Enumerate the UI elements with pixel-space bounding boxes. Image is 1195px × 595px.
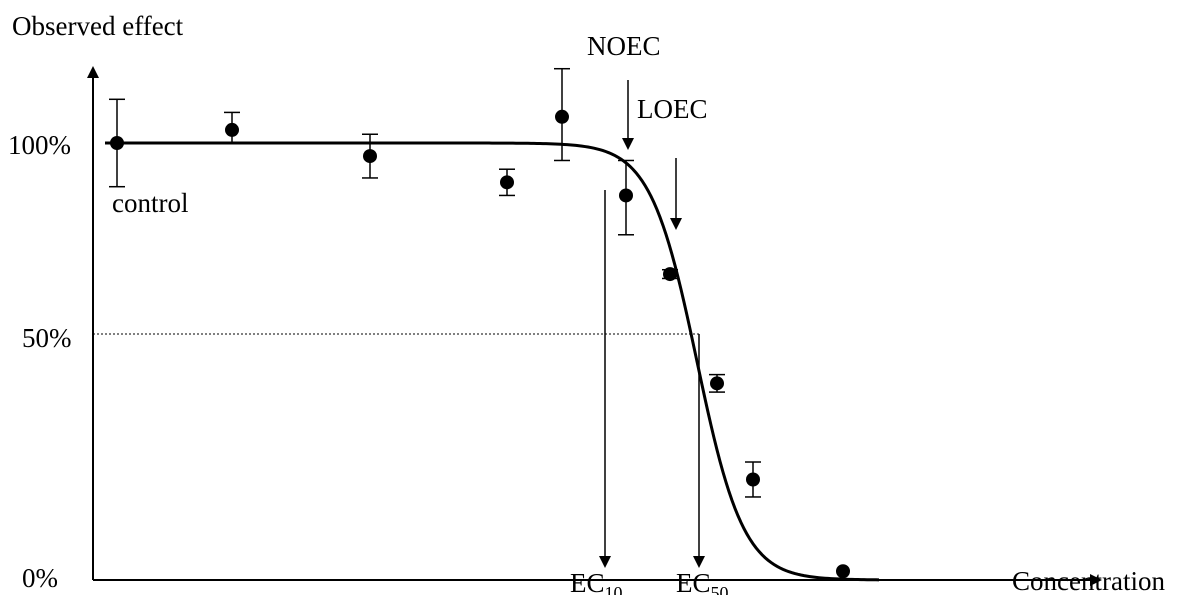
data-point-group xyxy=(709,373,725,393)
data-point xyxy=(836,564,850,579)
data-point-group xyxy=(109,98,125,188)
data-point xyxy=(746,472,760,487)
y-tick-label-0: 0% xyxy=(22,563,58,593)
ec50-label: EC50 xyxy=(676,568,729,595)
fitted-dose-response-curve xyxy=(105,141,880,582)
data-point-group xyxy=(662,267,678,282)
data-point xyxy=(363,149,377,164)
data-point xyxy=(500,175,514,190)
ec10-label: EC10 xyxy=(570,568,623,595)
data-point-group xyxy=(224,111,240,144)
data-point-group xyxy=(745,461,761,498)
x-axis-label: Concentration xyxy=(1012,566,1165,595)
data-point xyxy=(110,136,124,150)
data-point xyxy=(555,109,569,124)
data-point-group xyxy=(499,168,515,197)
data-point-group xyxy=(362,133,378,179)
data-point-group xyxy=(554,67,570,162)
control-label: control xyxy=(112,188,188,218)
data-point xyxy=(710,376,724,391)
ec50-label-base: EC xyxy=(676,568,711,595)
y-axis-label: Observed effect xyxy=(12,11,184,41)
data-point-group xyxy=(836,564,850,579)
y-tick-label-50: 50% xyxy=(22,323,72,353)
data-point-group xyxy=(618,159,634,236)
loec-label: LOEC xyxy=(637,94,708,124)
data-point xyxy=(619,188,633,203)
ec10-label-subscript: 10 xyxy=(605,583,623,595)
ec10-label-base: EC xyxy=(570,568,605,595)
y-tick-label-100: 100% xyxy=(8,130,71,160)
noec-label: NOEC xyxy=(587,31,661,61)
data-point xyxy=(663,267,677,282)
data-points-layer xyxy=(109,67,850,579)
ec50-label-subscript: 50 xyxy=(711,583,729,595)
data-point xyxy=(225,122,239,137)
